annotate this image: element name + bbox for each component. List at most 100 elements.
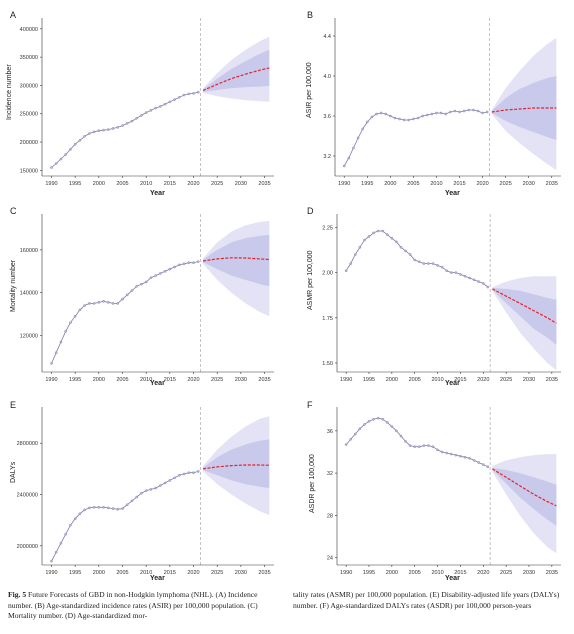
observed-point: [353, 253, 357, 256]
x-tick-label: 1990: [45, 570, 57, 576]
x-tick-label: 2000: [386, 570, 398, 576]
observed-point: [481, 111, 484, 115]
observed-point: [144, 111, 148, 114]
y-tick-label: 4.0: [323, 74, 331, 80]
observed-point: [416, 116, 420, 120]
observed-point: [407, 118, 411, 122]
observed-point: [472, 108, 475, 112]
observed-point: [59, 541, 63, 545]
observed-point: [159, 105, 162, 108]
x-tick-label: 1995: [69, 377, 81, 383]
chart-svg-e: 1990 1995 2000 2005 2010 2015 2020 2025 2030 2035…: [17, 407, 274, 576]
observed-point: [408, 253, 412, 256]
x-tick-label: 2025: [500, 377, 512, 383]
observed-point: [149, 488, 153, 491]
observed-point: [92, 130, 96, 134]
x-axis-label-a: Year: [150, 190, 165, 197]
observed-point: [463, 274, 467, 278]
observed-point: [59, 157, 63, 161]
x-tick-label: 2025: [211, 181, 223, 187]
x-tick-label: 2030: [235, 570, 247, 576]
observed-point: [431, 262, 435, 265]
observed-point: [196, 90, 200, 94]
observed-point: [413, 258, 417, 262]
observed-point: [395, 240, 398, 244]
y-tick-label: 150000: [20, 168, 38, 174]
observed-point: [78, 512, 82, 516]
observed-point: [399, 246, 403, 249]
y-tick-label: 4.4: [323, 34, 331, 40]
x-tick-label: 1990: [340, 377, 352, 383]
observed-point: [425, 113, 429, 117]
observed-point: [398, 117, 401, 121]
observed-point: [97, 506, 101, 509]
observed-point: [106, 128, 110, 131]
observed-point: [59, 340, 63, 344]
x-tick-label: 1990: [338, 181, 350, 187]
x-tick-label: 2030: [523, 570, 535, 576]
x-tick-label: 1995: [363, 570, 375, 576]
y-tick-label: 140000: [20, 291, 38, 297]
observed-point: [50, 559, 53, 563]
chart-svg-f: 1990 1995 2000 2005 2010 2015 2020 2025 2030 2035…: [327, 407, 561, 576]
chart-panel-e: E DALYs 1990 1995 2000 2005 2010 2015 2020 2025…: [0, 395, 287, 590]
observed-point: [367, 235, 371, 238]
x-tick-label: 2015: [454, 570, 466, 576]
observed-point: [408, 444, 412, 447]
y-tick-label: 32: [327, 471, 333, 477]
observed-point: [64, 329, 67, 333]
x-tick-label: 2000: [93, 181, 105, 187]
observed-point: [477, 461, 481, 464]
x-tick-label: 2030: [523, 377, 535, 383]
observed-point: [135, 284, 138, 288]
x-tick-label: 1995: [69, 181, 81, 187]
observed-point: [149, 276, 153, 280]
x-tick-label: 2035: [546, 181, 558, 187]
x-tick-label: 2010: [431, 377, 443, 383]
observed-point: [173, 98, 176, 101]
y-tick-label: 1.50: [322, 361, 333, 367]
x-tick-label: 2025: [211, 570, 223, 576]
forecast-line: [202, 464, 270, 470]
observed-point: [427, 444, 430, 447]
panel-letter-b: B: [307, 10, 314, 20]
observed-point: [349, 437, 353, 441]
observed-point: [192, 261, 195, 265]
y-tick-label: 28: [327, 513, 333, 519]
observed-point: [121, 297, 124, 301]
chart-panel-b: B ASIR per 100,000 1990 1995 2000 2005 2010 2…: [287, 0, 574, 197]
x-tick-label: 2020: [476, 181, 488, 187]
y-tick-label: 250000: [20, 112, 38, 118]
caption-right-text: tality rates (ASMR) per 100,000 populati…: [293, 590, 560, 610]
observed-point: [481, 282, 485, 285]
x-tick-label: 2010: [140, 181, 152, 187]
observed-point: [168, 100, 172, 104]
panel-letter-c: C: [10, 206, 17, 216]
observed-point: [130, 119, 134, 123]
x-tick-label: 2005: [116, 377, 128, 383]
observed-point: [412, 117, 415, 121]
observed-point: [116, 126, 120, 129]
x-tick-label: 2005: [407, 181, 419, 187]
observed-point: [182, 472, 186, 476]
observed-point: [140, 491, 143, 495]
forecast-line: [492, 288, 557, 324]
observed-point: [427, 262, 430, 265]
y-tick-label: 2400000: [17, 492, 38, 498]
observed-point: [69, 523, 72, 527]
observed-point: [422, 262, 426, 265]
observed-point: [83, 508, 86, 512]
observed-point: [445, 269, 449, 273]
observed-point: [69, 148, 72, 151]
forecast-line: [202, 257, 270, 262]
observed-point: [402, 118, 406, 122]
observed-point: [342, 164, 346, 168]
observed-point: [140, 282, 143, 286]
x-tick-label: 2000: [93, 377, 105, 383]
observed-point: [459, 454, 462, 458]
observed-point: [106, 301, 110, 304]
observed-point: [384, 112, 388, 116]
forecast-line: [492, 468, 557, 507]
y-tick-label: 400000: [20, 27, 38, 33]
forecast-band-inner: [491, 76, 557, 140]
